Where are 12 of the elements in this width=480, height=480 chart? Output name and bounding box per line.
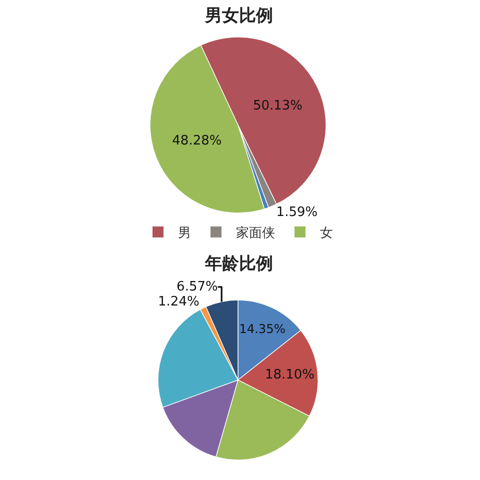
data-label: 18.10%: [264, 367, 315, 382]
data-label: 1.59%: [276, 204, 318, 220]
data-label: 50.13%: [252, 98, 303, 114]
data-label: 6.57%: [176, 279, 218, 294]
data-label: 48.28%: [172, 133, 222, 148]
data-label: 14.35%: [239, 322, 286, 336]
legend-label: 男: [178, 226, 191, 242]
legend-label: 家面侠: [236, 225, 275, 242]
legend-label: 女: [320, 226, 333, 242]
data-label: 1.24%: [158, 294, 200, 310]
chart-title: 男女比例: [204, 6, 273, 26]
chart-title: 年龄比例: [204, 254, 273, 274]
